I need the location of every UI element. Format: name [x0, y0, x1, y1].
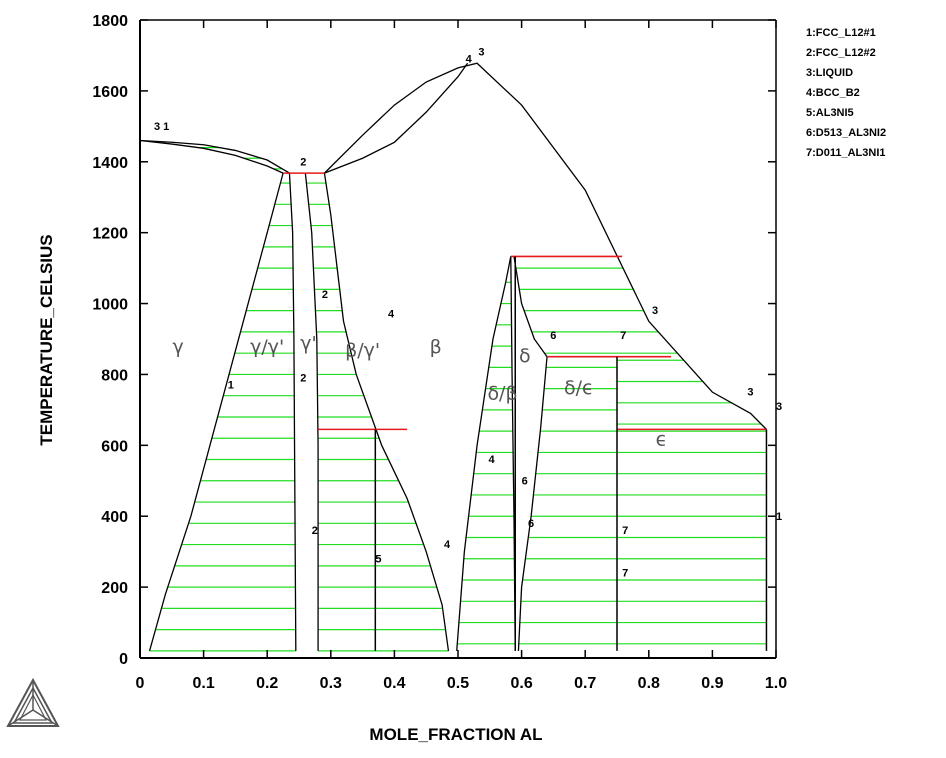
- boundary-gamma-solvus: [148, 172, 284, 652]
- boundary-solidus-left: [139, 139, 284, 174]
- line-label: 4: [489, 454, 496, 466]
- y-tick-label: 400: [101, 509, 128, 526]
- boundary-gamma-prime-right: [304, 173, 319, 651]
- x-axis-title: MOLE_FRACTION AL: [369, 725, 542, 744]
- phase-boundaries: [139, 62, 767, 652]
- line-label: 5: [375, 553, 381, 565]
- phase-label: γ': [300, 333, 316, 355]
- line-label: 7: [622, 567, 628, 579]
- x-tick-label: 0.4: [383, 675, 405, 692]
- phase-label: δ/ϵ: [564, 377, 594, 399]
- x-tick-label: 0: [136, 675, 145, 692]
- line-label: 2: [322, 289, 328, 301]
- x-tick-label: 0.2: [256, 675, 278, 692]
- legend-entry: 1:FCC_L12#1: [806, 27, 876, 39]
- line-label: 4: [444, 539, 451, 551]
- line-label: 2: [300, 373, 306, 385]
- line-label: 3: [776, 401, 782, 413]
- x-tick-label: 0.6: [510, 675, 532, 692]
- boundary-liquidus-left: [139, 139, 290, 174]
- x-tick-label: 0.5: [447, 675, 469, 692]
- line-label: 7: [620, 330, 626, 342]
- y-tick-label: 600: [101, 438, 128, 455]
- phase-label: γ: [173, 336, 184, 358]
- x-tick-label: 0.3: [320, 675, 342, 692]
- boundary-delta-eps-left: [517, 356, 548, 651]
- y-tick-label: 200: [101, 580, 128, 597]
- line-label: 6: [522, 475, 528, 487]
- y-tick-label: 1600: [92, 84, 128, 101]
- y-tick-label: 1400: [92, 155, 128, 172]
- boundary-gamma-prime-left: [288, 173, 297, 651]
- legend-entry: 2:FCC_L12#2: [806, 47, 876, 59]
- line-label: 1: [228, 380, 234, 392]
- phase-label: δ: [519, 345, 531, 367]
- x-tick-label: 0.8: [638, 675, 660, 692]
- boundary-delta-right: [513, 256, 548, 358]
- phase-labels: γ γ/γ' γ' β/γ' β δδ/β δ/ϵ ϵ: [173, 333, 668, 451]
- legend: 1:FCC_L12#1 2:FCC_L12#2 3:LIQUID 4:BCC_B2 5:…: [806, 27, 886, 159]
- boundary-beta-right-delta: [456, 256, 512, 651]
- legend-entry: 3:LIQUID: [806, 67, 853, 79]
- boundary-liquidus-middle: [323, 62, 767, 430]
- thermo-calc-logo: [6, 677, 60, 727]
- legend-entry: 4:BCC_B2: [806, 87, 860, 99]
- line-label: 1: [776, 511, 782, 523]
- phase-label: β: [430, 336, 442, 358]
- y-axis-title: TEMPERATURE_CELSIUS: [37, 234, 56, 445]
- line-label: 3: [747, 387, 753, 399]
- line-label: 4: [388, 309, 395, 321]
- three-phase-lines: [283, 172, 767, 431]
- legend-entry: 5:AL3NI5: [806, 107, 854, 119]
- plot-frame: [139, 19, 777, 659]
- line-label: 7: [622, 525, 628, 537]
- line-label: 3: [652, 305, 658, 317]
- y-tick-label: 800: [101, 367, 128, 384]
- compound-lines: [374, 256, 768, 651]
- x-tick-label: 1.0: [765, 675, 787, 692]
- legend-entry: 7:D011_AL3NI1: [806, 147, 886, 159]
- tie-lines: [149, 147, 767, 652]
- boundary-beta-left: [323, 173, 450, 652]
- x-tick-label: 0.9: [701, 675, 723, 692]
- phase-label: γ/γ': [250, 336, 284, 358]
- line-label: 6: [528, 518, 534, 530]
- axis-ticks: 0 0.1 0.2 0.3 0.4 0.5 0.6 0.7 0.8 0.9 1.0 0 200 400 60…: [92, 13, 787, 692]
- line-label: 3 1: [154, 121, 169, 133]
- legend-entry: 6:D513_AL3NI2: [806, 127, 886, 139]
- boundary-solidus-middle: [324, 62, 469, 174]
- line-label: 2: [300, 156, 306, 168]
- line-label: 3: [478, 46, 484, 58]
- y-tick-label: 1800: [92, 13, 128, 30]
- line-label: 6: [550, 330, 556, 342]
- y-tick-label: 0: [119, 651, 128, 668]
- x-tick-label: 0.7: [574, 675, 596, 692]
- x-tick-label: 0.1: [192, 675, 214, 692]
- line-label: 2: [312, 525, 318, 537]
- phase-label: δ/β: [487, 382, 517, 404]
- line-label: 4: [466, 54, 473, 66]
- y-tick-label: 1000: [92, 297, 128, 314]
- phase-label: ϵ: [656, 428, 668, 450]
- phase-label: β/γ': [345, 340, 380, 362]
- y-tick-label: 1200: [92, 226, 128, 243]
